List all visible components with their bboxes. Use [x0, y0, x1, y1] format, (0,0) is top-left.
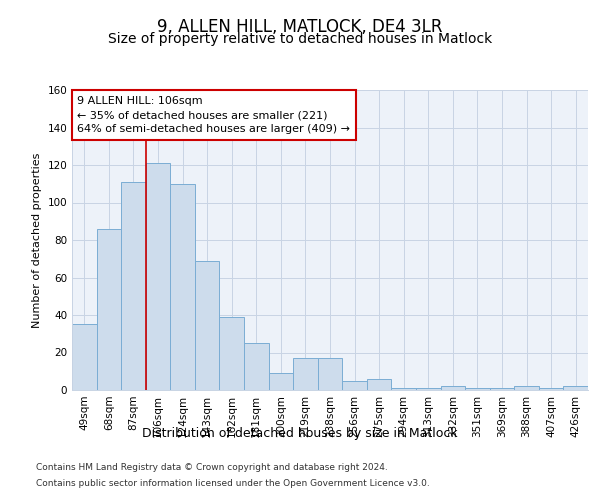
Bar: [563, 386, 588, 390]
Bar: [416, 388, 440, 390]
Bar: [342, 380, 367, 390]
Bar: [367, 379, 391, 390]
Text: Contains HM Land Registry data © Crown copyright and database right 2024.: Contains HM Land Registry data © Crown c…: [36, 464, 388, 472]
Bar: [244, 343, 269, 390]
Bar: [465, 388, 490, 390]
Text: Contains public sector information licensed under the Open Government Licence v3: Contains public sector information licen…: [36, 478, 430, 488]
Bar: [391, 388, 416, 390]
Bar: [269, 373, 293, 390]
Bar: [539, 388, 563, 390]
Bar: [293, 358, 318, 390]
Text: Size of property relative to detached houses in Matlock: Size of property relative to detached ho…: [108, 32, 492, 46]
Bar: [440, 386, 465, 390]
Bar: [72, 324, 97, 390]
Bar: [121, 182, 146, 390]
Bar: [195, 260, 220, 390]
Bar: [170, 184, 195, 390]
Bar: [97, 229, 121, 390]
Text: 9, ALLEN HILL, MATLOCK, DE4 3LR: 9, ALLEN HILL, MATLOCK, DE4 3LR: [157, 18, 443, 36]
Y-axis label: Number of detached properties: Number of detached properties: [32, 152, 42, 328]
Bar: [490, 388, 514, 390]
Text: Distribution of detached houses by size in Matlock: Distribution of detached houses by size …: [142, 428, 458, 440]
Bar: [146, 163, 170, 390]
Bar: [220, 317, 244, 390]
Bar: [318, 358, 342, 390]
Text: 9 ALLEN HILL: 106sqm
← 35% of detached houses are smaller (221)
64% of semi-deta: 9 ALLEN HILL: 106sqm ← 35% of detached h…: [77, 96, 350, 134]
Bar: [514, 386, 539, 390]
